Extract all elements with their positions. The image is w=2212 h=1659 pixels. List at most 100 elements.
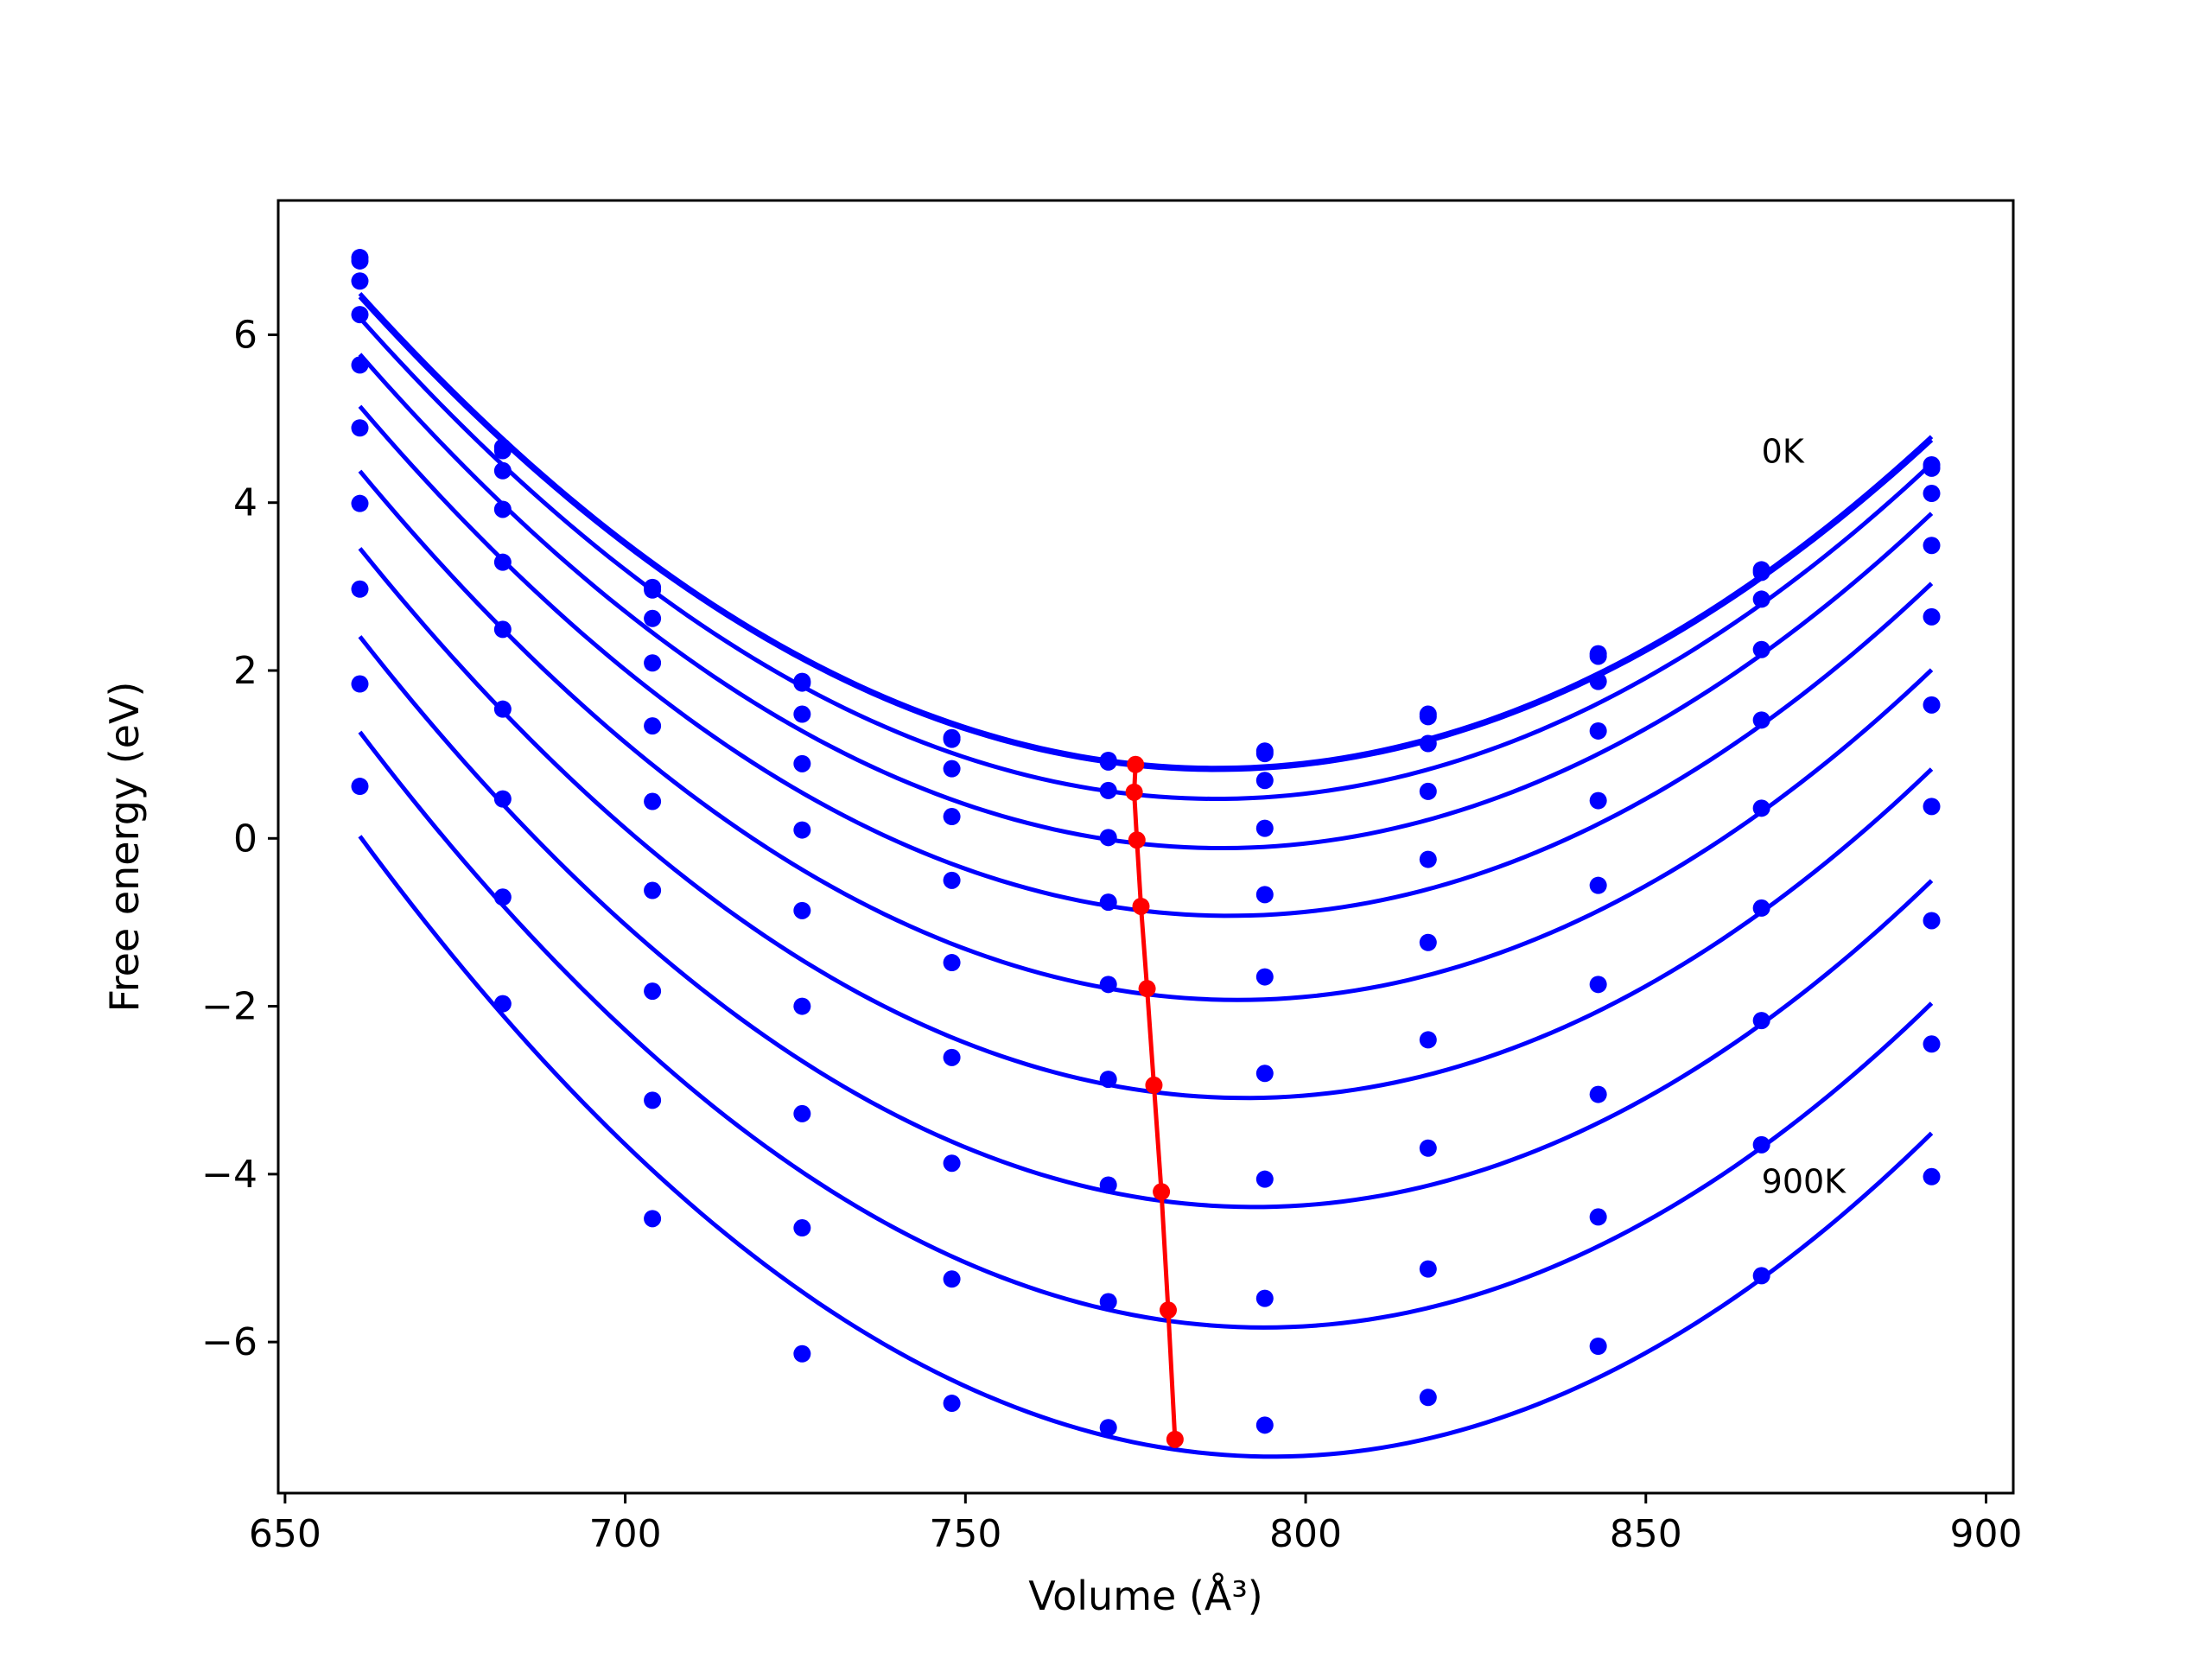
data-point [1589, 1085, 1607, 1103]
data-point [351, 356, 369, 374]
equilibrium-point [1127, 755, 1145, 773]
data-point [351, 675, 369, 693]
x-axis-label: Volume (Å³) [1028, 1573, 1263, 1619]
fit-curve-2 [358, 316, 1934, 802]
y-axis-ticks: −6 −4 −2 0 2 4 6 [201, 313, 278, 1364]
data-point [351, 419, 369, 437]
data-point [793, 1344, 811, 1363]
data-point [1589, 876, 1607, 894]
data-point [1099, 893, 1117, 912]
data-point [1255, 968, 1274, 986]
data-point [1752, 563, 1770, 582]
data-point [1923, 485, 1941, 503]
fit-curve-1 [358, 295, 1934, 772]
x-tick-label: 650 [249, 1512, 321, 1556]
data-point [1099, 1071, 1117, 1089]
y-axis-label: Free energy (eV) [101, 682, 148, 1013]
data-point [351, 306, 369, 324]
equilibrium-point [1145, 1076, 1163, 1094]
data-point [1099, 829, 1117, 847]
fit-curve-8 [358, 730, 1934, 1330]
data-point [1923, 537, 1941, 555]
data-point [1419, 850, 1437, 868]
data-point [1255, 745, 1274, 763]
x-tick-label: 750 [929, 1512, 1001, 1556]
data-point [1255, 1289, 1274, 1307]
annotations: 0K 900K [1762, 432, 1847, 1200]
data-point [1589, 1208, 1607, 1226]
data-point [1255, 1416, 1274, 1434]
fit-curve-6 [358, 547, 1934, 1101]
data-point [1752, 899, 1770, 917]
data-point [493, 442, 512, 460]
data-point [493, 620, 512, 639]
data-point [1923, 912, 1941, 930]
data-point [1752, 711, 1770, 729]
data-point [1752, 1135, 1770, 1154]
data-point [1923, 798, 1941, 816]
y-tick-label: 2 [233, 649, 257, 693]
data-point [1419, 782, 1437, 800]
data-point [493, 553, 512, 571]
data-point [1255, 1065, 1274, 1083]
data-point [793, 997, 811, 1015]
data-point [943, 1154, 961, 1173]
data-point [493, 500, 512, 518]
data-point [1255, 819, 1274, 837]
data-point [943, 1048, 961, 1066]
y-tick-label: 6 [233, 313, 257, 357]
data-point [1099, 753, 1117, 771]
data-point [1419, 933, 1437, 951]
equilibrium-line [1125, 755, 1184, 1448]
data-point [1923, 459, 1941, 477]
equilibrium-point [1128, 831, 1146, 849]
data-point [1589, 976, 1607, 994]
data-point [1419, 1260, 1437, 1278]
data-point [644, 881, 662, 899]
data-point [1752, 799, 1770, 817]
x-tick-label: 900 [1950, 1512, 2023, 1556]
data-point [493, 888, 512, 906]
data-point [1419, 1031, 1437, 1049]
y-tick-label: −2 [201, 985, 257, 1029]
data-point [351, 251, 369, 270]
equilibrium-point [1159, 1301, 1177, 1319]
data-point [1099, 781, 1117, 799]
data-point [644, 717, 662, 735]
data-point [793, 705, 811, 723]
data-point [1419, 1389, 1437, 1407]
x-axis-ticks: 650 700 750 800 850 900 [249, 1493, 2023, 1556]
data-point [644, 1210, 662, 1228]
fit-curve-9 [358, 835, 1934, 1459]
data-point [1255, 1170, 1274, 1188]
data-point [943, 954, 961, 972]
y-tick-label: −6 [201, 1320, 257, 1364]
data-point [1752, 640, 1770, 658]
data-points [351, 249, 1941, 1437]
data-point [1589, 721, 1607, 740]
data-point [1589, 791, 1607, 810]
data-point [351, 778, 369, 796]
y-tick-label: 0 [233, 817, 257, 861]
data-point [644, 654, 662, 672]
data-point [1752, 1012, 1770, 1030]
data-point [644, 581, 662, 599]
data-point [1419, 708, 1437, 726]
data-point [1099, 976, 1117, 994]
data-point [1589, 647, 1607, 665]
data-point [943, 730, 961, 748]
data-point [351, 494, 369, 512]
data-point [1923, 696, 1941, 714]
equilibrium-point [1166, 1430, 1184, 1448]
data-point [644, 792, 662, 810]
equilibrium-point [1138, 980, 1156, 998]
data-point [493, 700, 512, 718]
data-point [644, 1091, 662, 1109]
data-point [1419, 1139, 1437, 1157]
data-point [351, 272, 369, 290]
data-point [793, 901, 811, 919]
data-point [644, 609, 662, 627]
data-point [793, 1104, 811, 1122]
data-point [1923, 1035, 1941, 1053]
equilibrium-point [1132, 897, 1150, 915]
